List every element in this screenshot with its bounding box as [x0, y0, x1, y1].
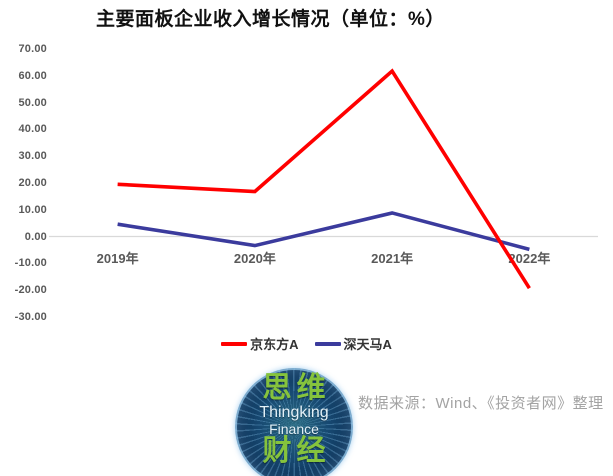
y-tick-label: -20.00 — [14, 284, 47, 297]
data-source-text: 数据来源：Wind、《投资者网》整理 — [358, 395, 604, 412]
legend-item-2: 深天马A — [314, 334, 392, 353]
series-line-1 — [117, 68, 531, 290]
y-tick-label: 60.00 — [18, 69, 47, 82]
x-tick-label: 2021年 — [371, 251, 414, 266]
logo-english-line2: Finance — [269, 421, 319, 437]
legend-item-1: 京东方A — [221, 334, 299, 353]
legend-line-swatch — [221, 341, 248, 346]
logo-chinese-bottom: 财经 — [262, 435, 331, 467]
y-tick-label: -30.00 — [14, 310, 47, 323]
x-tick-label: 2022年 — [508, 251, 551, 266]
logo-english-line1: Thingking — [259, 404, 329, 421]
y-tick-label: 70.00 — [18, 43, 47, 56]
y-tick-label: 10.00 — [18, 203, 47, 216]
legend-line-swatch — [314, 341, 341, 346]
y-tick-label: 30.00 — [18, 150, 47, 163]
y-tick-label: 20.00 — [18, 176, 47, 189]
y-tick-label: 0.00 — [24, 230, 47, 243]
chart-title: 主要面板企业收入增长情况（单位：%） — [96, 9, 445, 30]
legend: 京东方A 深天马A — [0, 334, 613, 353]
x-tick-label: 2019年 — [96, 251, 139, 266]
logo-chinese-top: 思维 — [262, 372, 331, 404]
y-tick-label: -10.00 — [14, 257, 47, 270]
y-tick-label: 40.00 — [18, 123, 47, 136]
series-line-2 — [117, 211, 530, 252]
thinking-finance-logo: 思维 Thingking Finance 财经 — [235, 368, 353, 476]
legend-label: 深天马A — [343, 337, 392, 352]
y-tick-label: 50.00 — [18, 96, 47, 109]
legend-label: 京东方A — [250, 337, 299, 352]
x-tick-label: 2020年 — [233, 251, 276, 266]
